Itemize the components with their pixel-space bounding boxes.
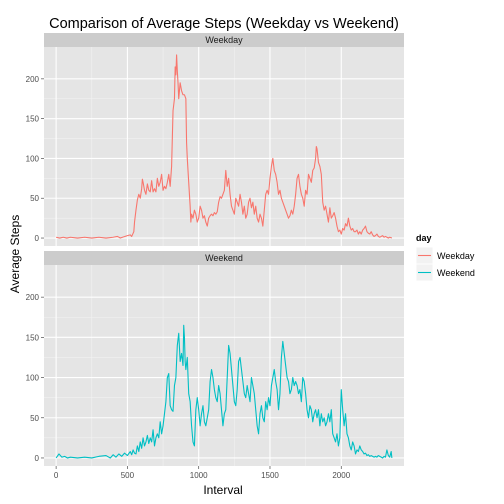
legend-entry-weekend: Weekend <box>416 264 475 281</box>
legend-label: Weekend <box>437 268 475 278</box>
y-tick-label: 150 <box>26 115 40 124</box>
chart-title: Comparison of Average Steps (Weekday vs … <box>49 16 399 32</box>
plot-background <box>44 265 404 466</box>
y-tick-label: 200 <box>26 293 40 302</box>
panel-weekday: Weekday <box>44 33 404 246</box>
strip-label: Weekend <box>205 253 243 263</box>
plot-background <box>44 47 404 246</box>
y-axis-title: Average Steps <box>8 215 22 294</box>
x-tick-label: 1500 <box>261 471 279 480</box>
x-tick-label: 2000 <box>332 471 350 480</box>
y-tick-label: 200 <box>26 75 40 84</box>
x-axis-title: Interval <box>203 483 242 497</box>
legend-label: Weekday <box>437 251 475 261</box>
strip-label: Weekday <box>205 35 243 45</box>
y-tick-label: 100 <box>26 154 40 163</box>
chart-panels: Weekday Weekend <box>44 33 404 466</box>
legend: day Weekday Weekend <box>416 233 475 281</box>
x-tick-label: 500 <box>121 471 135 480</box>
y-ticks: 0 50 100 150 200 0 50 100 150 200 <box>26 75 44 463</box>
panel-weekend: Weekend <box>44 251 404 466</box>
x-tick-label: 1000 <box>190 471 208 480</box>
y-tick-label: 0 <box>35 454 40 463</box>
y-tick-label: 150 <box>26 333 40 342</box>
legend-entry-weekday: Weekday <box>416 247 475 264</box>
x-ticks: 0 500 1000 1500 2000 <box>54 466 351 480</box>
legend-title: day <box>416 233 432 243</box>
y-tick-label: 50 <box>30 414 39 423</box>
x-tick-label: 0 <box>54 471 59 480</box>
y-tick-label: 50 <box>30 194 39 203</box>
y-tick-label: 0 <box>35 234 40 243</box>
y-tick-label: 100 <box>26 374 40 383</box>
